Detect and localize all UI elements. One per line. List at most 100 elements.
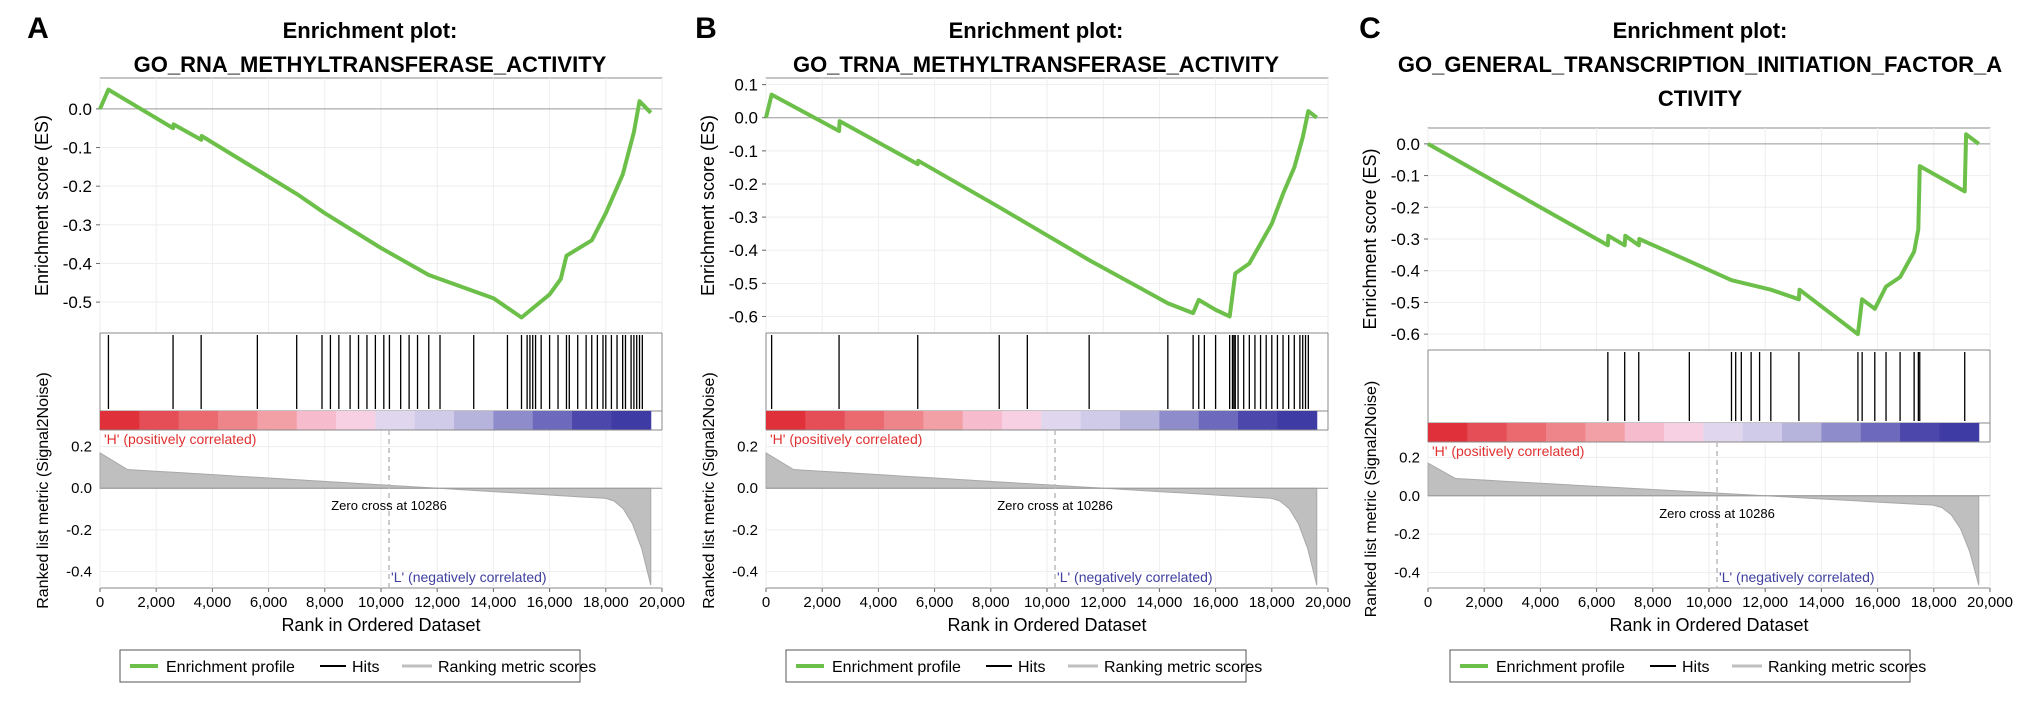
panel-letter: B xyxy=(695,12,717,45)
es-tick-label: -0.2 xyxy=(1391,198,1420,217)
x-axis-label: Rank in Ordered Dataset xyxy=(1609,615,1808,635)
ranking-gradient-segment xyxy=(139,411,180,430)
es-tick-label: -0.5 xyxy=(1391,293,1420,312)
enrichment-profile-line xyxy=(764,92,1319,319)
es-tick-label: 0.0 xyxy=(1396,135,1420,154)
es-tick-label: -0.1 xyxy=(729,142,758,161)
ranking-gradient-segment xyxy=(923,411,964,430)
negative-correlation-label: 'L' (negatively correlated) xyxy=(1057,569,1213,585)
metric-tick-label: -0.4 xyxy=(66,563,92,580)
ranking-gradient-segment xyxy=(1585,423,1626,442)
x-tick-label: 6,000 xyxy=(1578,594,1616,611)
ranking-gradient-segment xyxy=(1238,411,1278,430)
ranking-gradient-segment xyxy=(414,411,455,430)
metric-tick-label: 0.2 xyxy=(737,439,758,456)
metric-tick-label: 0.0 xyxy=(1399,488,1420,505)
zero-cross-label: Zero cross at 10286 xyxy=(1659,506,1775,521)
ranking-gradient-segment xyxy=(532,411,573,430)
chart-title-line2: GO_TRNA_METHYLTRANSFERASE_ACTIVITY xyxy=(793,52,1279,77)
chart-title-line1: Enrichment plot: xyxy=(949,18,1124,43)
x-tick-label: 12,000 xyxy=(1742,594,1788,611)
x-axis-label: Rank in Ordered Dataset xyxy=(947,615,1146,635)
x-tick-label: 16,000 xyxy=(527,594,573,611)
x-tick-label: 20,000 xyxy=(1305,594,1351,611)
es-axis-label: Enrichment score (ES) xyxy=(32,115,52,296)
x-tick-label: 2,000 xyxy=(803,594,841,611)
ranking-gradient-segment xyxy=(844,411,885,430)
enrichment-profile-line xyxy=(1427,132,1981,337)
metric-tick-label: -0.2 xyxy=(1394,526,1420,543)
ranking-gradient-segment xyxy=(1080,411,1121,430)
ranking-gradient-segment xyxy=(766,411,806,430)
metric-tick-label: 0.0 xyxy=(71,480,92,497)
es-axis-label: Enrichment score (ES) xyxy=(698,115,718,296)
negative-correlation-label: 'L' (negatively correlated) xyxy=(1719,569,1875,585)
x-axis-label: Rank in Ordered Dataset xyxy=(281,615,480,635)
es-tick-label: -0.5 xyxy=(63,293,92,312)
x-tick-label: 12,000 xyxy=(1080,594,1126,611)
x-tick-label: 14,000 xyxy=(1798,594,1844,611)
es-tick-label: 0.0 xyxy=(68,100,92,119)
ranking-gradient-segment xyxy=(100,411,140,430)
x-tick-label: 20,000 xyxy=(1967,594,2013,611)
es-tick-label: -0.1 xyxy=(1391,167,1420,186)
es-tick-label: -0.4 xyxy=(729,241,758,260)
x-tick-label: 4,000 xyxy=(194,594,232,611)
ranking-gradient-segment xyxy=(454,411,494,430)
zero-cross-label: Zero cross at 10286 xyxy=(997,498,1113,513)
x-tick-label: 16,000 xyxy=(1855,594,1901,611)
es-tick-label: -0.3 xyxy=(63,216,92,235)
ranking-gradient-segment xyxy=(336,411,376,430)
x-tick-label: 2,000 xyxy=(137,594,175,611)
enrichment-profile-line xyxy=(98,87,653,320)
ranking-gradient-segment xyxy=(1467,423,1508,442)
ranking-metric-area xyxy=(99,452,652,586)
ranking-gradient-segment xyxy=(1860,423,1901,442)
ranking-gradient-segment xyxy=(962,411,1003,430)
metric-tick-label: 0.2 xyxy=(71,439,92,456)
x-tick-label: 18,000 xyxy=(1911,594,1957,611)
zero-cross-label: Zero cross at 10286 xyxy=(331,498,447,513)
ranking-gradient-segment xyxy=(1900,423,1940,442)
metric-tick-label: -0.2 xyxy=(66,522,92,539)
negative-correlation-label: 'L' (negatively correlated) xyxy=(391,569,547,585)
metric-axis-label: Ranked list metric (Signal2Noise) xyxy=(1363,381,1380,618)
x-tick-label: 2,000 xyxy=(1465,594,1503,611)
x-tick-label: 14,000 xyxy=(1136,594,1182,611)
x-tick-label: 10,000 xyxy=(358,594,404,611)
ranking-gradient-segment xyxy=(1703,423,1744,442)
x-tick-label: 16,000 xyxy=(1193,594,1239,611)
es-tick-label: -0.5 xyxy=(729,274,758,293)
chart-title-line2: GO_RNA_METHYLTRANSFERASE_ACTIVITY xyxy=(134,52,607,77)
x-tick-label: 6,000 xyxy=(916,594,954,611)
positive-correlation-label: 'H' (positively correlated) xyxy=(1432,443,1584,459)
ranking-gradient-segment xyxy=(1782,423,1822,442)
ranking-gradient-segment xyxy=(257,411,298,430)
x-tick-label: 14,000 xyxy=(470,594,516,611)
x-tick-label: 4,000 xyxy=(860,594,898,611)
metric-tick-label: 0.0 xyxy=(737,480,758,497)
ranking-gradient-segment xyxy=(1159,411,1200,430)
metric-tick-label: -0.2 xyxy=(732,522,758,539)
ranking-gradient-segment xyxy=(572,411,612,430)
ranking-gradient-segment xyxy=(1120,411,1160,430)
x-tick-label: 0 xyxy=(96,594,104,611)
es-tick-label: -0.1 xyxy=(63,139,92,158)
x-tick-label: 20,000 xyxy=(639,594,685,611)
ranking-gradient-segment xyxy=(493,411,534,430)
legend-label-profile: Enrichment profile xyxy=(166,659,295,676)
es-axis-label: Enrichment score (ES) xyxy=(1360,148,1380,329)
ranking-gradient-segment xyxy=(375,411,416,430)
ranking-metric-area xyxy=(765,452,1318,586)
ranking-gradient-segment xyxy=(1428,423,1468,442)
x-tick-label: 8,000 xyxy=(972,594,1010,611)
es-tick-label: -0.3 xyxy=(729,208,758,227)
x-tick-label: 10,000 xyxy=(1024,594,1070,611)
es-tick-label: -0.2 xyxy=(729,175,758,194)
ranking-gradient-segment xyxy=(1939,423,1980,442)
es-tick-label: 0.0 xyxy=(734,109,758,128)
chart-title-line1: Enrichment plot: xyxy=(283,18,458,43)
panel-c: C Enrichment plot: GO_GENERAL_TRANSCRIPTIO… xyxy=(1359,12,2013,683)
